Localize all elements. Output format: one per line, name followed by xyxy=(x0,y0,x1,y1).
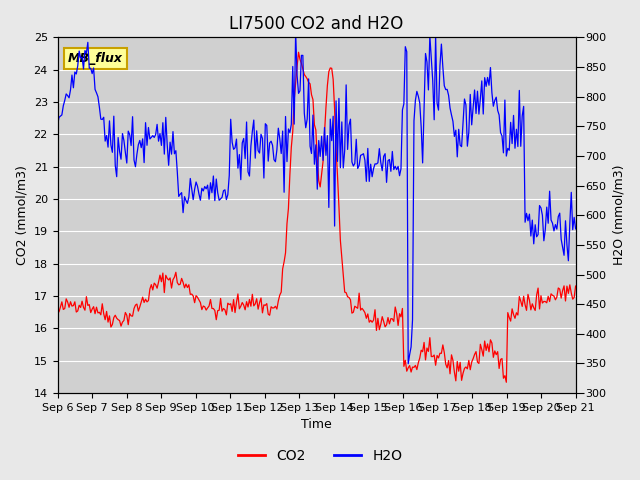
Title: LI7500 CO2 and H2O: LI7500 CO2 and H2O xyxy=(229,15,404,33)
Y-axis label: CO2 (mmol/m3): CO2 (mmol/m3) xyxy=(15,165,28,265)
Text: MB_flux: MB_flux xyxy=(68,52,123,65)
X-axis label: Time: Time xyxy=(301,419,332,432)
Y-axis label: H2O (mmol/m3): H2O (mmol/m3) xyxy=(612,165,625,265)
Legend: CO2, H2O: CO2, H2O xyxy=(232,443,408,468)
